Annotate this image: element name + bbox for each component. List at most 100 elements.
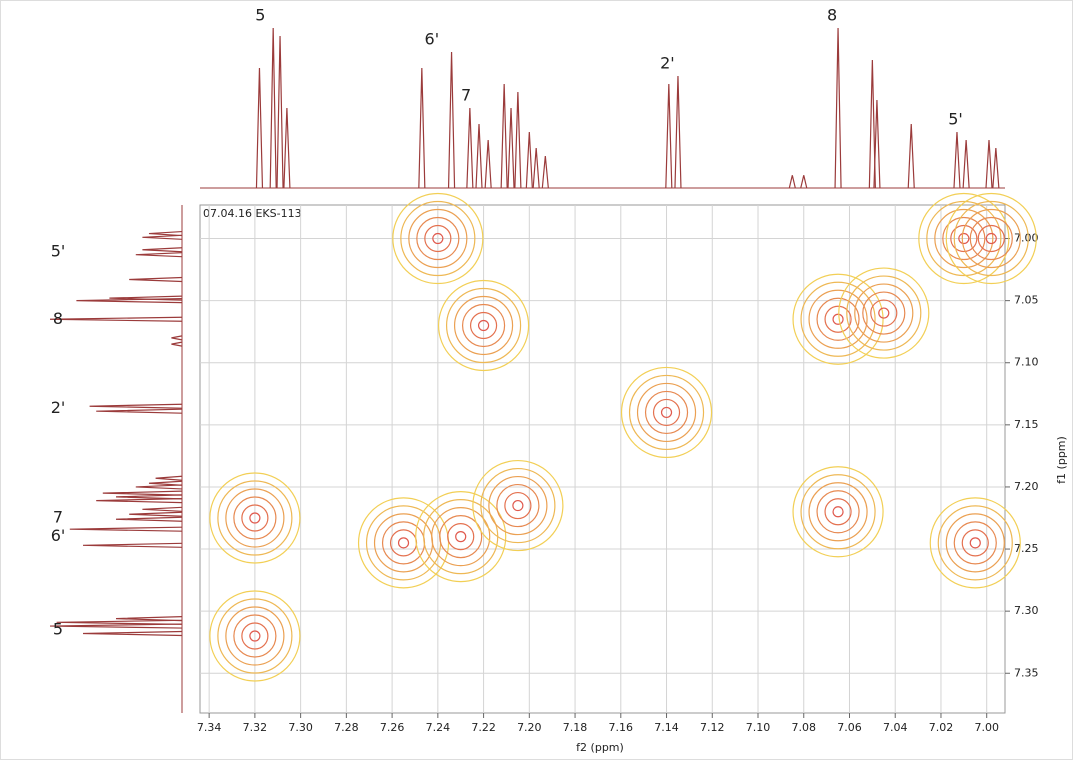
top-spectrum-peak	[418, 67, 426, 189]
top-spectrum-peak	[985, 139, 993, 189]
contour-ring	[432, 232, 444, 245]
left-spectrum-peak	[115, 516, 183, 522]
contour-ring	[660, 406, 673, 419]
contour-ring	[488, 475, 548, 536]
left-spectrum-peak	[135, 252, 183, 258]
x-tick-label: 7.26	[380, 721, 405, 734]
left-spectrum-peak	[115, 494, 183, 500]
contour-ring	[209, 472, 301, 564]
left-spectrum-peak	[135, 484, 183, 490]
left-spectrum-peak	[171, 335, 183, 341]
contour-ring	[496, 483, 540, 528]
y-tick-label: 7.10	[1014, 356, 1039, 369]
contour-ring	[846, 275, 922, 351]
contour-ring	[652, 398, 681, 427]
contour-ring	[808, 482, 868, 542]
contour-ring	[233, 614, 277, 658]
top-peak-label: 6'	[425, 30, 440, 49]
contour-ring	[397, 537, 410, 549]
x-tick-label: 7.28	[334, 721, 359, 734]
contour-ring	[870, 299, 898, 327]
y-tick-label: 7.30	[1014, 604, 1039, 617]
contour-ring	[832, 313, 844, 325]
x-tick-label: 7.16	[609, 721, 634, 734]
x-tick-label: 7.10	[746, 721, 771, 734]
top-spectrum-peak	[525, 131, 533, 189]
top-spectrum-peak	[868, 59, 876, 189]
top-spectrum-peak	[447, 51, 456, 189]
contour-ring	[620, 366, 713, 459]
contour-ring	[461, 303, 506, 348]
contour-ring	[800, 474, 876, 550]
left-spectrum-peak	[89, 403, 183, 409]
x-tick-label: 7.12	[700, 721, 725, 734]
y-tick-label: 7.20	[1014, 480, 1039, 493]
contour-ring	[800, 281, 876, 357]
contour-ring	[241, 622, 269, 650]
left-spectrum-peak	[109, 295, 183, 301]
left-spectrum-peak	[69, 526, 183, 532]
y-tick-label: 7.35	[1014, 666, 1039, 679]
top-spectrum-peak	[507, 107, 515, 189]
contour-ring	[958, 232, 970, 245]
contour-ring	[636, 382, 697, 443]
contour-ring	[918, 192, 1010, 285]
x-tick-label: 7.06	[837, 721, 862, 734]
contour-ring	[644, 390, 689, 435]
contour-ring	[792, 273, 884, 365]
top-peak-label: 2'	[660, 54, 675, 73]
left-spectrum-peak	[56, 619, 183, 625]
top-spectrum-peak	[788, 175, 796, 189]
top-peak-label: 7	[461, 86, 471, 105]
contour-ring	[225, 488, 285, 548]
left-peak-label: 5'	[51, 242, 66, 261]
top-spectrum-peak	[276, 35, 284, 189]
left-spectrum-peak	[102, 490, 183, 496]
top-spectrum-peak	[953, 131, 961, 189]
contour-ring	[447, 523, 475, 551]
contour-ring	[985, 232, 997, 245]
x-tick-label: 7.24	[426, 721, 451, 734]
top-spectrum-peak	[665, 83, 673, 189]
left-spectrum-peak	[96, 408, 183, 414]
left-spectrum-peak	[155, 475, 183, 481]
contour-ring	[816, 297, 860, 341]
contour-ring	[408, 208, 468, 269]
y-tick-label: 7.00	[1014, 232, 1039, 245]
contour-ring	[934, 208, 994, 269]
contour-ring	[416, 216, 460, 261]
left-spectrum-peak	[129, 511, 183, 517]
left-peak-label: 6'	[51, 526, 66, 545]
contour-ring	[233, 496, 277, 540]
left-peak-label: 8	[53, 309, 63, 328]
contour-ring	[472, 459, 564, 552]
x-tick-label: 7.04	[883, 721, 908, 734]
left-spectrum-peak	[142, 247, 183, 253]
contour-ring	[241, 504, 269, 532]
x-tick-label: 7.14	[654, 721, 679, 734]
top-spectrum-peak	[283, 107, 291, 189]
top-spectrum-peak	[541, 155, 549, 189]
contour-ring	[439, 515, 483, 559]
contour-ring	[504, 491, 532, 520]
top-spectrum-peak	[800, 175, 808, 189]
contour-ring	[878, 307, 890, 319]
contour-ring	[477, 319, 490, 332]
contour-ring	[832, 506, 844, 518]
top-spectrum-peak	[674, 75, 682, 189]
left-peak-label: 5	[53, 619, 63, 638]
contour-ring	[209, 590, 301, 682]
annotation: 07.04.16 EKS-113	[203, 207, 302, 220]
contour-ring	[445, 287, 522, 364]
plot-area	[199, 204, 1006, 714]
contour-ring	[950, 224, 978, 253]
contour-ring	[249, 630, 261, 642]
left-spectrum-peak	[171, 341, 183, 347]
contour-ring	[512, 499, 524, 512]
contour-ring	[217, 598, 293, 674]
left-spectrum-peak	[148, 480, 183, 486]
contour-ring	[816, 490, 860, 534]
top-spectrum-peak	[484, 139, 492, 189]
left-spectrum-peak	[148, 230, 183, 237]
